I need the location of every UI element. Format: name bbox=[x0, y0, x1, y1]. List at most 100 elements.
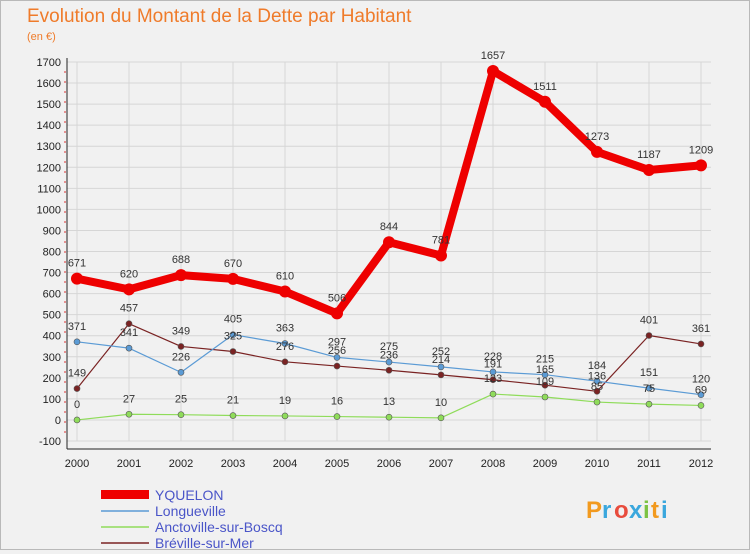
x-tick-label: 2009 bbox=[533, 458, 557, 470]
y-tick-label: 0 bbox=[55, 415, 61, 427]
data-label: 1511 bbox=[533, 81, 557, 93]
x-tick-label: 2001 bbox=[117, 458, 141, 470]
data-point bbox=[333, 362, 341, 370]
data-label: 120 bbox=[692, 374, 710, 386]
data-label: 275 bbox=[380, 341, 398, 353]
data-label: 1187 bbox=[637, 149, 661, 161]
data-point bbox=[385, 366, 393, 374]
data-label: 75 bbox=[643, 383, 655, 395]
data-label: 781 bbox=[432, 235, 450, 247]
y-tick-label: 1300 bbox=[37, 141, 61, 153]
data-point bbox=[385, 358, 393, 366]
data-label: 85 bbox=[591, 381, 603, 393]
data-point bbox=[125, 344, 133, 352]
data-label: 620 bbox=[120, 268, 138, 280]
data-label: 19 bbox=[279, 395, 291, 407]
data-point bbox=[333, 413, 341, 420]
logo-letter: i bbox=[661, 497, 668, 524]
y-tick-label: 300 bbox=[43, 352, 61, 364]
data-label: 109 bbox=[536, 376, 554, 388]
data-label: 1209 bbox=[689, 144, 713, 156]
data-label: 184 bbox=[588, 360, 606, 372]
data-label: 1273 bbox=[585, 131, 609, 143]
logo-letter: t bbox=[651, 497, 659, 524]
data-label: 371 bbox=[68, 321, 86, 333]
legend-swatch bbox=[101, 490, 149, 499]
data-label: 252 bbox=[432, 346, 450, 358]
data-label: 688 bbox=[172, 254, 190, 266]
data-label: 69 bbox=[695, 384, 707, 396]
data-label: 16 bbox=[331, 396, 343, 408]
x-tick-label: 2011 bbox=[637, 458, 661, 470]
data-point bbox=[487, 65, 499, 78]
data-point bbox=[697, 391, 705, 398]
data-point bbox=[645, 400, 653, 408]
data-point bbox=[489, 390, 497, 398]
data-label: 341 bbox=[120, 327, 138, 339]
data-label: 405 bbox=[224, 314, 242, 326]
data-label: 349 bbox=[172, 325, 190, 337]
data-point bbox=[539, 95, 551, 108]
x-tick-label: 2008 bbox=[481, 458, 505, 470]
data-label: 228 bbox=[484, 351, 502, 363]
y-tick-label: 400 bbox=[43, 331, 61, 343]
grid bbox=[67, 61, 711, 442]
data-point bbox=[71, 272, 83, 285]
data-point bbox=[229, 412, 237, 419]
data-point bbox=[227, 272, 239, 285]
chart-subtitle: (en €) bbox=[27, 31, 56, 43]
data-point bbox=[695, 159, 707, 172]
data-point bbox=[593, 377, 601, 385]
y-tick-label: 1600 bbox=[37, 78, 61, 90]
data-label: 165 bbox=[536, 364, 554, 376]
y-tick-label: 800 bbox=[43, 247, 61, 259]
data-point bbox=[489, 368, 497, 376]
y-tick-label: 1500 bbox=[37, 99, 61, 111]
data-point bbox=[593, 388, 601, 395]
data-point bbox=[489, 376, 497, 384]
data-point bbox=[123, 283, 135, 296]
x-tick-label: 2012 bbox=[689, 458, 713, 470]
data-point bbox=[697, 402, 705, 409]
legend-label: Bréville-sur-Mer bbox=[155, 535, 254, 549]
data-label: 401 bbox=[640, 315, 658, 327]
data-label: 506 bbox=[328, 292, 346, 304]
data-label: 149 bbox=[68, 368, 86, 380]
data-point bbox=[437, 414, 445, 422]
legend: YQUELONLonguevilleAnctoville-sur-BoscqBr… bbox=[101, 487, 283, 551]
data-point bbox=[281, 412, 289, 420]
data-point bbox=[125, 320, 133, 328]
data-label: 123 bbox=[484, 373, 502, 385]
data-labels: 671 620 688 670 610 506 844 781 1657 1511 1273 1187… bbox=[68, 50, 713, 411]
y-tick-label: 1100 bbox=[37, 183, 61, 195]
data-point bbox=[437, 363, 445, 371]
x-tick-label: 2010 bbox=[585, 458, 609, 470]
data-label: 0 bbox=[74, 399, 80, 411]
x-tick-label: 2005 bbox=[325, 458, 349, 470]
y-tick-label: 1400 bbox=[37, 120, 61, 132]
y-tick-label: -100 bbox=[39, 436, 61, 448]
y-tick-label: 1700 bbox=[37, 57, 61, 69]
x-tick-label: 2003 bbox=[221, 458, 245, 470]
data-label: 151 bbox=[640, 367, 658, 379]
data-point bbox=[125, 410, 133, 418]
data-label: 670 bbox=[224, 258, 242, 270]
data-point bbox=[279, 285, 291, 298]
data-label: 844 bbox=[380, 221, 398, 233]
data-point bbox=[73, 338, 81, 346]
data-label: 671 bbox=[68, 258, 86, 270]
y-tick-label: 500 bbox=[43, 310, 61, 322]
y-tick-label: 200 bbox=[43, 373, 61, 385]
data-label: 457 bbox=[120, 303, 138, 315]
x-tick-label: 2000 bbox=[65, 458, 89, 470]
data-point bbox=[541, 381, 549, 389]
data-point bbox=[435, 249, 447, 262]
y-tick-label: 1200 bbox=[37, 162, 61, 174]
data-point bbox=[281, 340, 289, 347]
data-point bbox=[697, 340, 705, 348]
data-label: 325 bbox=[224, 331, 242, 343]
y-tick-label: 100 bbox=[43, 394, 61, 406]
data-label: 363 bbox=[276, 323, 294, 335]
